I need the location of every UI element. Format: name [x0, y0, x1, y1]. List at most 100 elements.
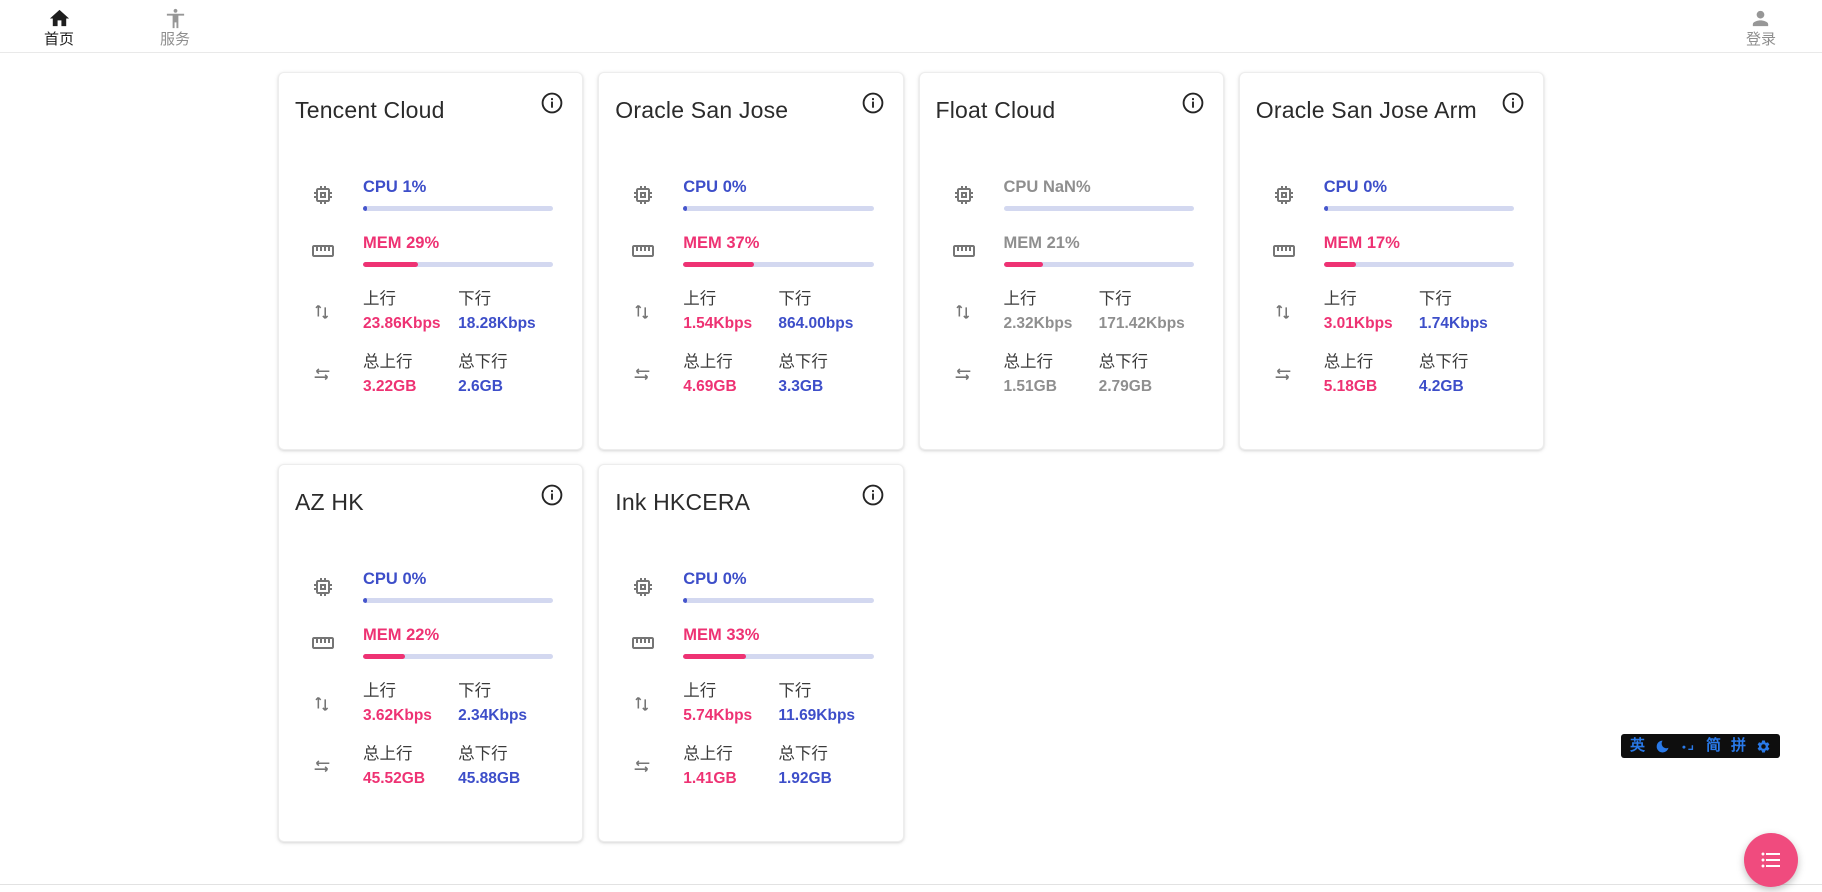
- speed-row: 上行 3.62Kbps 下行 2.34Kbps: [311, 682, 553, 725]
- mem-progress-fill: [363, 654, 405, 659]
- mem-usage-label: MEM 21%: [1003, 234, 1080, 252]
- speed-row: 上行 5.74Kbps 下行 11.69Kbps: [631, 682, 873, 725]
- download-col: 下行 1.74Kbps: [1419, 290, 1514, 333]
- total-upload-col: 总上行 5.18GB: [1324, 353, 1419, 396]
- ime-pinyin-mode[interactable]: 拼: [1730, 737, 1746, 754]
- mem-usage-label: MEM 33%: [683, 626, 760, 644]
- settings-gear-icon[interactable]: [1756, 739, 1771, 754]
- total-download-label: 总下行: [1418, 353, 1469, 371]
- nav-item-login[interactable]: 登录: [1740, 3, 1782, 50]
- total-upload-value: 4.69GB: [683, 378, 737, 395]
- user-icon: [1753, 10, 1769, 26]
- server-list-fab[interactable]: [1744, 833, 1798, 887]
- card-header: AZ HK: [295, 481, 566, 516]
- total-download-col: 总下行 1.92GB: [778, 745, 873, 788]
- cpu-chip-icon: [631, 183, 655, 207]
- info-icon[interactable]: [859, 89, 887, 117]
- total-upload-value: 5.18GB: [1323, 378, 1378, 395]
- download-label: 下行: [1098, 290, 1132, 308]
- up-down-arrows-icon: [952, 300, 976, 324]
- total-download-value: 3.3GB: [778, 378, 824, 395]
- total-upload-label: 总上行: [683, 745, 733, 763]
- punctuation-icon[interactable]: [1680, 739, 1696, 754]
- cpu-chip-icon: [631, 575, 655, 599]
- info-icon[interactable]: [538, 89, 566, 117]
- left-right-arrows-icon: [952, 363, 976, 387]
- nav-login-label: 登录: [1745, 30, 1776, 48]
- mem-row: MEM 29%: [311, 234, 554, 267]
- upload-value: 3.01Kbps: [1323, 315, 1393, 332]
- total-download-col: 总下行 2.79GB: [1099, 353, 1194, 396]
- ime-simplified-mode[interactable]: 简: [1705, 737, 1721, 754]
- server-card: Oracle San Jose Arm CPU 0%: [1238, 72, 1544, 450]
- top-nav: 首页 服务 登录: [0, 0, 1822, 53]
- download-value: 864.00bps: [778, 315, 854, 332]
- mem-row: MEM 22%: [311, 626, 554, 659]
- nav-home-label: 首页: [44, 30, 75, 48]
- cpu-row: CPU 0%: [1272, 178, 1514, 211]
- total-download-value: 4.2GB: [1418, 378, 1464, 395]
- moon-icon[interactable]: [1655, 739, 1670, 754]
- total-upload-col: 总上行 3.22GB: [363, 353, 458, 396]
- nav-item-home[interactable]: 首页: [38, 3, 80, 50]
- download-label: 下行: [778, 682, 812, 700]
- server-name: Oracle San Jose Arm: [1255, 97, 1477, 123]
- download-col: 下行 11.69Kbps: [778, 682, 873, 725]
- speed-row: 上行 1.54Kbps 下行 864.00bps: [631, 290, 873, 333]
- metrics-list: CPU 0% MEM 22%: [295, 570, 566, 788]
- server-card: Oracle San Jose CPU 0%: [598, 72, 904, 450]
- upload-value: 1.54Kbps: [683, 315, 753, 332]
- metrics-list: CPU 0% MEM 37%: [615, 178, 886, 396]
- upload-value: 3.62Kbps: [363, 707, 432, 724]
- cpu-chip-icon: [311, 575, 335, 599]
- nav-item-services[interactable]: 服务: [154, 3, 196, 50]
- total-upload-value: 45.52GB: [363, 770, 426, 787]
- memory-ruler-icon: [1272, 239, 1296, 263]
- up-down-arrows-icon: [1272, 300, 1296, 324]
- mem-row: MEM 33%: [631, 626, 874, 659]
- total-download-col: 总下行 3.3GB: [778, 353, 873, 396]
- mem-usage-label: MEM 29%: [363, 234, 440, 252]
- upload-label: 上行: [1323, 290, 1357, 308]
- accessibility-person-icon: [166, 8, 184, 28]
- upload-col: 上行 23.86Kbps: [363, 290, 458, 333]
- upload-col: 上行 5.74Kbps: [683, 682, 778, 725]
- mem-progressbar: [363, 262, 554, 267]
- cpu-progress-fill: [1323, 206, 1328, 211]
- up-down-arrows-icon: [631, 692, 655, 716]
- left-right-arrows-icon: [631, 755, 655, 779]
- download-value: 18.28Kbps: [458, 315, 536, 332]
- download-label: 下行: [458, 682, 492, 700]
- info-icon[interactable]: [1179, 89, 1207, 117]
- cpu-row: CPU 0%: [631, 570, 874, 603]
- cpu-row: CPU NaN%: [952, 178, 1194, 211]
- card-header: Oracle San Jose Arm: [1256, 89, 1527, 124]
- cpu-progress-fill: [363, 206, 367, 211]
- left-right-arrows-icon: [1272, 363, 1296, 387]
- up-down-arrows-icon: [311, 692, 335, 716]
- info-icon[interactable]: [538, 481, 566, 509]
- card-header: Oracle San Jose: [615, 89, 886, 124]
- total-upload-col: 总上行 1.41GB: [683, 745, 778, 788]
- cpu-progress-fill: [363, 598, 367, 603]
- total-row: 总上行 5.18GB 总下行 4.2GB: [1272, 353, 1514, 396]
- total-upload-label: 总上行: [1003, 353, 1054, 371]
- memory-ruler-icon: [952, 239, 976, 263]
- upload-col: 上行 1.54Kbps: [683, 290, 778, 333]
- cpu-chip-icon: [952, 183, 976, 207]
- info-icon[interactable]: [859, 481, 887, 509]
- upload-label: 上行: [363, 682, 396, 700]
- card-header: Float Cloud: [936, 89, 1207, 124]
- cpu-progressbar: [363, 598, 554, 603]
- total-download-label: 总下行: [1098, 353, 1149, 371]
- upload-value: 2.32Kbps: [1003, 315, 1073, 332]
- info-icon[interactable]: [1499, 89, 1527, 117]
- server-card: AZ HK CPU 0%: [278, 464, 584, 842]
- total-upload-col: 总上行 45.52GB: [363, 745, 458, 788]
- total-row: 总上行 1.51GB 总下行 2.79GB: [952, 353, 1194, 396]
- ime-english-mode[interactable]: 英: [1629, 737, 1645, 754]
- download-col: 下行 864.00bps: [778, 290, 873, 333]
- total-row: 总上行 1.41GB 总下行 1.92GB: [631, 745, 873, 788]
- upload-col: 上行 3.01Kbps: [1324, 290, 1419, 333]
- cpu-progressbar: [1003, 206, 1194, 211]
